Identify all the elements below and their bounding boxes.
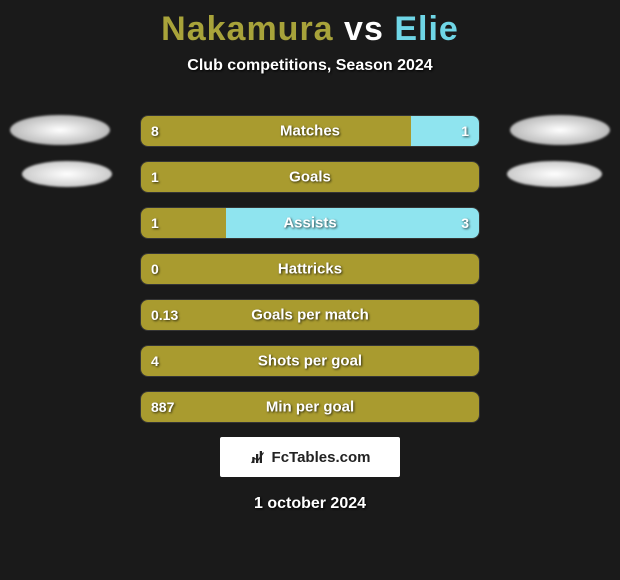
player1-name: Nakamura <box>161 10 333 48</box>
page-title: Nakamura vs Elie <box>0 0 620 49</box>
stat-row: Min per goal887 <box>140 391 480 423</box>
watermark-text: FcTables.com <box>272 449 371 466</box>
stat-bar-left <box>141 162 479 192</box>
comparison-chart: Matches81 Goals1 Assists13 Hattricks0 Goals … <box>0 115 620 513</box>
stat-bar-left <box>141 346 479 376</box>
decoration-ellipse <box>507 161 602 187</box>
stat-bar-left <box>141 254 479 284</box>
stat-row: Shots per goal4 <box>140 345 480 377</box>
chart-icon <box>250 448 268 466</box>
stat-row: Hattricks0 <box>140 253 480 285</box>
watermark-badge: FcTables.com <box>220 437 400 477</box>
decoration-ellipse <box>510 115 610 145</box>
stat-bar-left <box>141 116 411 146</box>
stat-row: Matches81 <box>140 115 480 147</box>
player2-name: Elie <box>394 10 458 48</box>
stat-row: Goals1 <box>140 161 480 193</box>
stat-row: Goals per match0.13 <box>140 299 480 331</box>
stat-bar-left <box>141 208 226 238</box>
date-label: 1 october 2024 <box>0 495 620 513</box>
decoration-ellipse <box>22 161 112 187</box>
stat-bar-right <box>226 208 480 238</box>
stat-bar-right <box>411 116 479 146</box>
stat-bar-left <box>141 392 479 422</box>
stat-bar-left <box>141 300 479 330</box>
subtitle: Club competitions, Season 2024 <box>0 57 620 75</box>
stat-bars-container: Matches81 Goals1 Assists13 Hattricks0 Goals … <box>140 115 480 423</box>
vs-text: vs <box>344 10 384 48</box>
decoration-ellipse <box>10 115 110 145</box>
stat-row: Assists13 <box>140 207 480 239</box>
